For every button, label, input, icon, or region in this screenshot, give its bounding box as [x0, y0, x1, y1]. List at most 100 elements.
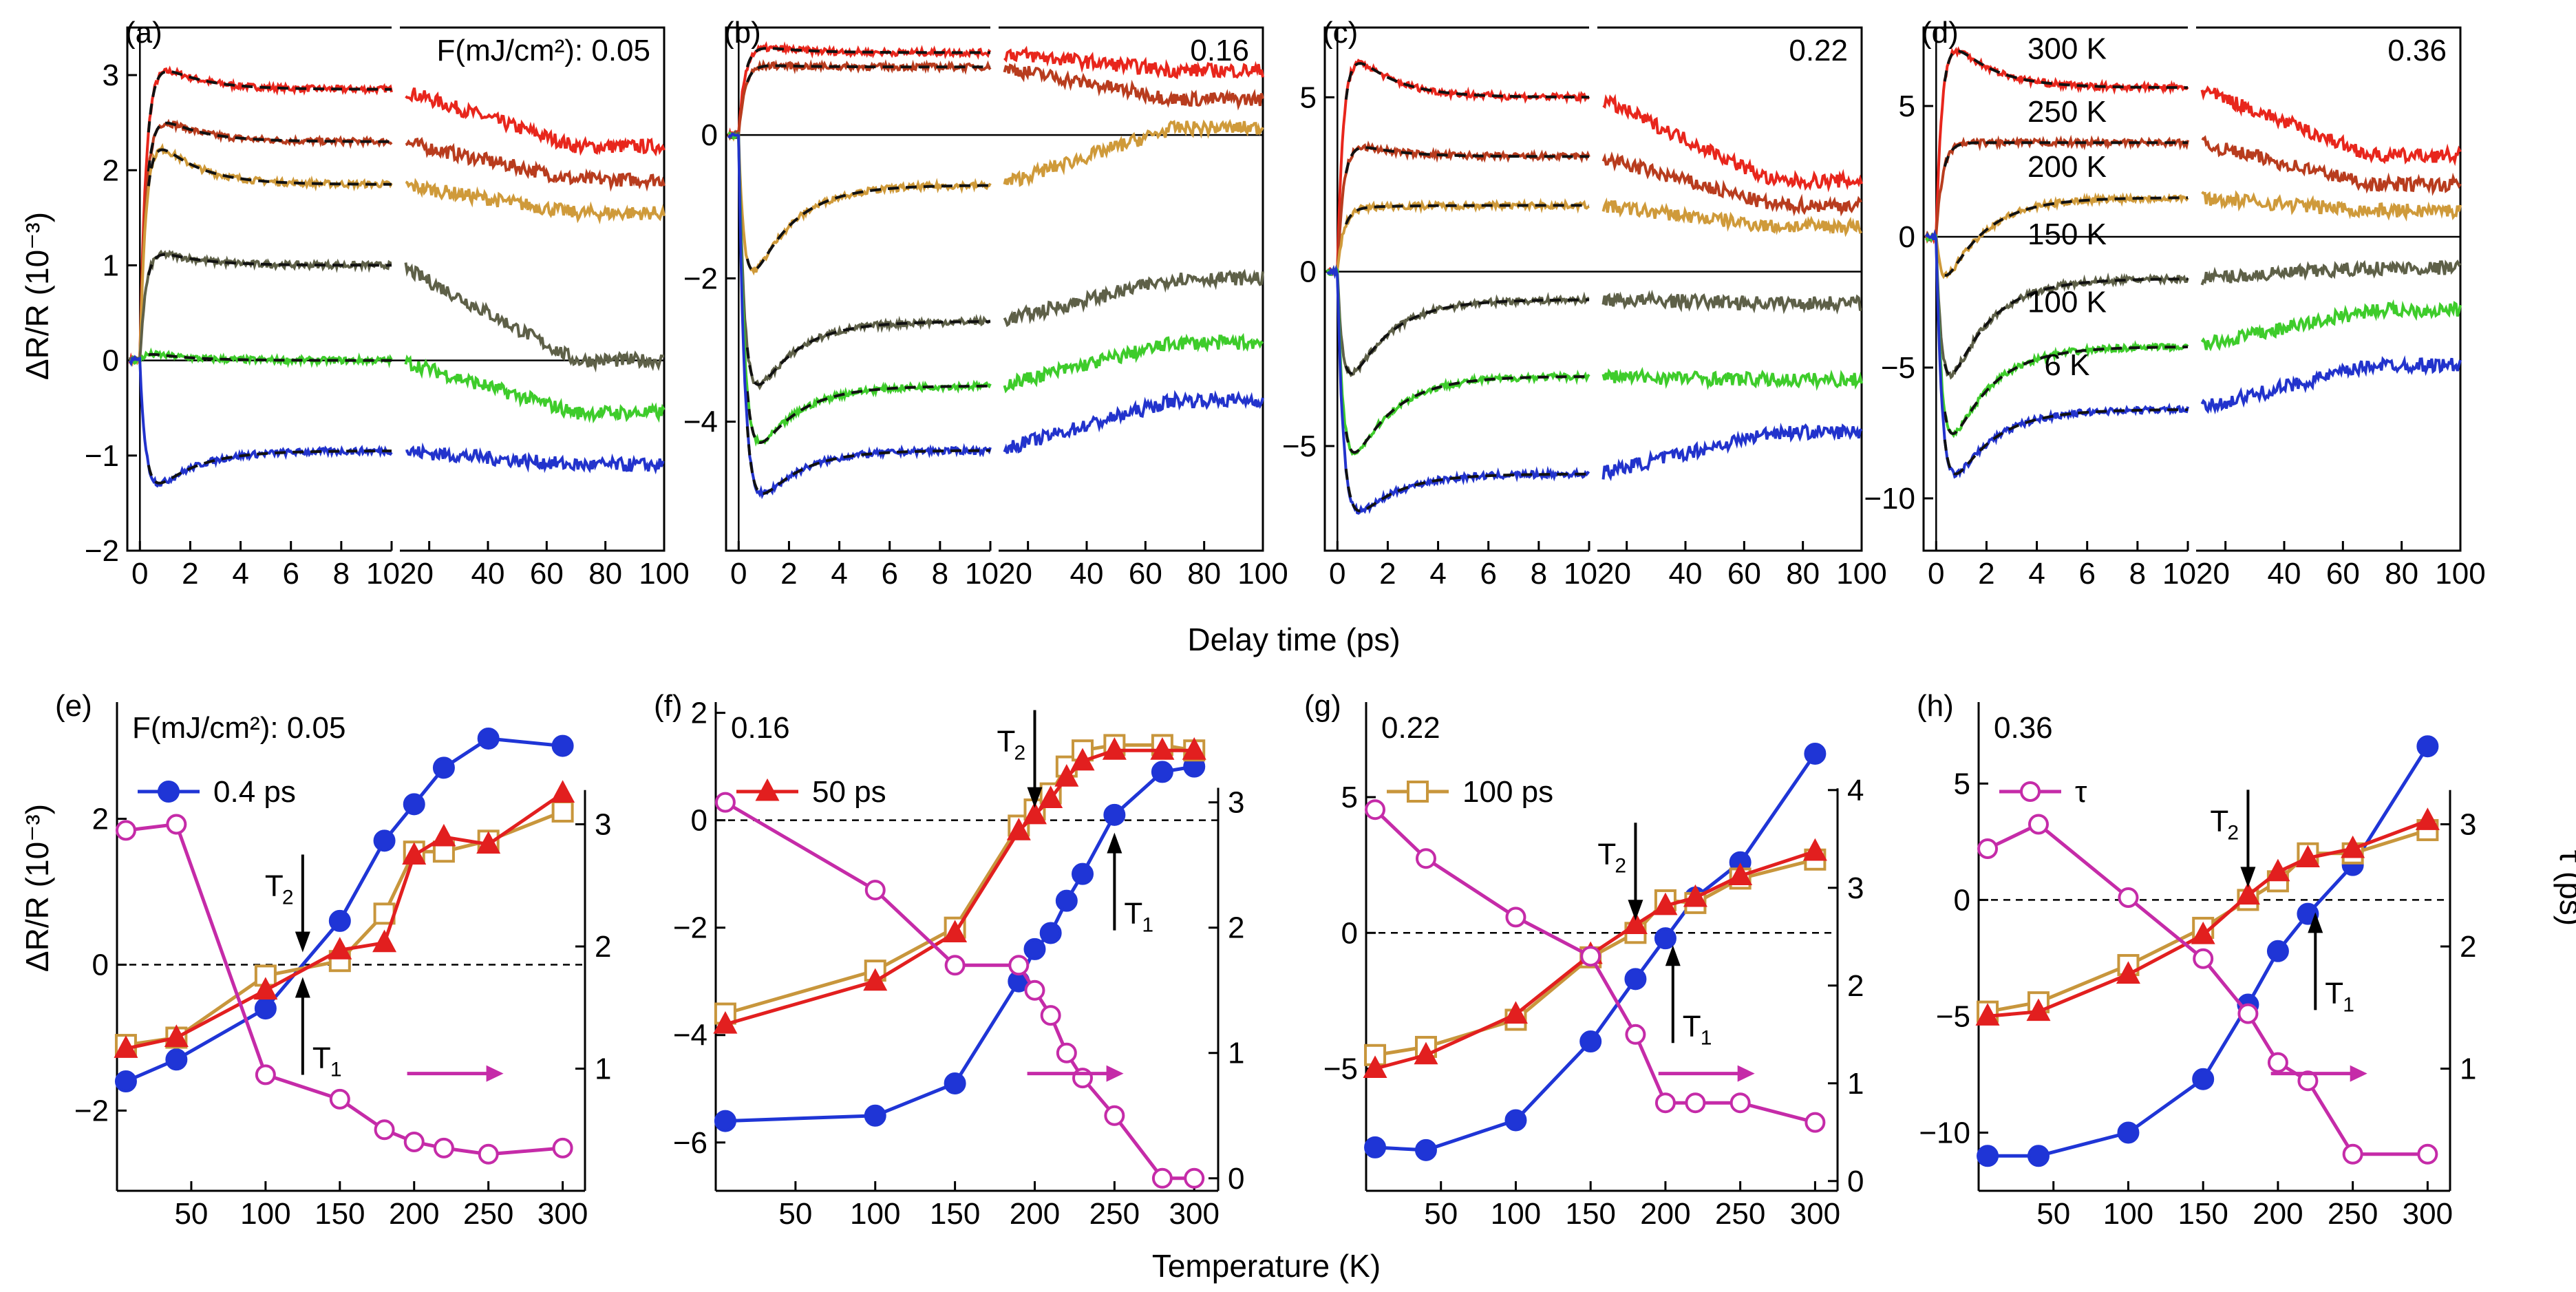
point-delta50	[1006, 818, 1031, 840]
trace-300K	[1924, 46, 2189, 245]
x-tick-label: 200	[1010, 1197, 1060, 1231]
trace-150K	[1925, 231, 2189, 380]
tau-arrow-head	[1737, 1065, 1755, 1082]
point-delta50	[114, 1035, 138, 1058]
y-tick-label: −6	[673, 1126, 707, 1160]
panel-label: (d)	[1922, 16, 1959, 50]
x-tick-label: 150	[2178, 1197, 2228, 1231]
y-tick-label: −5	[1282, 430, 1317, 463]
point-delta04	[1103, 803, 1126, 826]
arrow-head-T1	[295, 977, 310, 998]
point-delta50	[713, 1010, 738, 1034]
fit-200K	[147, 148, 392, 187]
y2-tick-label: 3	[595, 808, 611, 842]
series-line-tau	[1986, 822, 2428, 1156]
x-tick-label: 40	[1070, 557, 1104, 591]
y-tick-label: −1	[85, 439, 119, 473]
point-delta04	[2027, 1145, 2050, 1167]
legend-marker	[1407, 781, 1429, 803]
point-tau	[714, 792, 736, 813]
point-tau	[1505, 907, 1526, 928]
x-tick-label: 250	[1715, 1197, 1765, 1231]
x-tick-label: 80	[2385, 557, 2418, 591]
point-delta50	[551, 780, 575, 803]
panel-f: −6 −4 −2 0 2 0 1 2 3 50 100 150 200 250 300 (f) 0.16 50 p…	[654, 689, 1244, 1231]
trace-long-200K	[1601, 197, 1862, 237]
x-tick-label: 80	[588, 557, 622, 591]
bottom-y2-axis-label: τ (ps)	[2553, 850, 2576, 926]
point-delta50	[2295, 845, 2320, 868]
x-tick-label: 100	[2435, 557, 2485, 591]
trace-long-300K	[1602, 94, 1863, 193]
x-tick-label: 100	[639, 557, 689, 591]
axis-break	[990, 25, 999, 553]
x-tick-label: 300	[1790, 1197, 1840, 1231]
point-delta04	[1072, 862, 1094, 885]
point-delta04	[328, 909, 351, 932]
point-delta04	[2416, 735, 2439, 758]
point-delta50	[2026, 998, 2051, 1021]
tau-arrow-head	[1106, 1065, 1124, 1082]
y2-tick-label: 3	[1847, 871, 1864, 905]
x-tick-label: 50	[1424, 1197, 1458, 1231]
y2-tick-label: 1	[595, 1052, 611, 1086]
y-tick-label: 0	[1954, 883, 1970, 917]
panel-label: (c)	[1323, 16, 1358, 50]
arrow-sub-T2: 2	[1014, 742, 1025, 765]
x-tick-label: 300	[2403, 1197, 2453, 1231]
fit-200K	[745, 184, 991, 272]
axis-break	[2188, 25, 2196, 553]
trace-150K	[128, 249, 392, 364]
x-tick-label: 2	[182, 557, 198, 591]
point-tau	[2118, 887, 2139, 908]
y-tick-label: −4	[683, 405, 718, 439]
arrow-label-T2: T	[2210, 804, 2228, 838]
point-delta50	[1802, 838, 1827, 861]
x-tick-label: 1020	[965, 557, 1032, 591]
arrow-head-T2	[295, 931, 310, 953]
x-tick-label: 2	[1978, 557, 1994, 591]
y-tick-label: −2	[85, 534, 119, 568]
point-delta50	[2191, 921, 2215, 944]
arrow-head-T2	[1027, 787, 1043, 808]
point-delta04	[2117, 1121, 2140, 1144]
x-tick-label: 250	[1089, 1197, 1140, 1231]
y2-tick-label: 2	[1847, 969, 1864, 1003]
trace-long-250K	[1003, 62, 1264, 111]
fluence-label: 0.22	[1381, 711, 1440, 745]
x-tick-label: 200	[2253, 1197, 2303, 1231]
x-tick-label: 8	[333, 557, 350, 591]
arrow-sub-T1: 1	[2343, 993, 2354, 1016]
top-y-axis-label: ΔR/R (10⁻³)	[19, 212, 55, 380]
y-tick-label: 2	[691, 697, 707, 730]
trace-long-150K	[1003, 268, 1264, 328]
x-tick-label: 8	[1531, 557, 1547, 591]
y-tick-label: −5	[1323, 1052, 1358, 1086]
point-delta04	[2266, 940, 2289, 962]
x-tick-label: 150	[315, 1197, 365, 1231]
point-tau	[1805, 1112, 1826, 1133]
trace-long-250K	[2201, 135, 2462, 196]
point-tau	[1104, 1105, 1125, 1126]
y2-tick-label: 2	[2460, 930, 2476, 964]
fit-6K	[147, 449, 392, 485]
fluence-label: 0.36	[2387, 34, 2447, 67]
point-tau	[1040, 1005, 1061, 1026]
tau-arrow-head	[486, 1065, 504, 1082]
panel-label: (a)	[125, 16, 162, 50]
point-delta50	[2116, 961, 2140, 984]
fluence-label: 0.22	[1789, 34, 1848, 67]
trace-long-150K	[2200, 260, 2462, 286]
x-tick-label: 100	[1237, 557, 1288, 591]
trace-long-300K	[2200, 85, 2462, 167]
panel-label: (e)	[55, 689, 92, 723]
y2-tick-label: 1	[1228, 1037, 1244, 1070]
y2-tick-label: 2	[1228, 911, 1244, 945]
y-tick-label: 0	[103, 344, 119, 378]
fit-150K	[1943, 277, 2189, 377]
fit-250K	[1344, 146, 1589, 174]
trace-long-250K	[1601, 151, 1862, 217]
y-tick-label: 0	[92, 948, 109, 982]
